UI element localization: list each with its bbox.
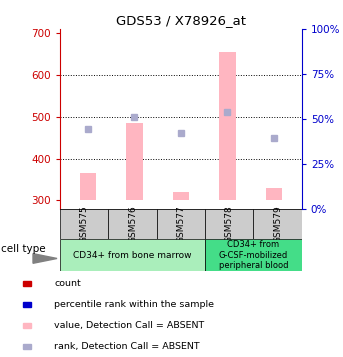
Bar — [253, 209, 302, 239]
Bar — [173, 192, 189, 201]
Text: rank, Detection Call = ABSENT: rank, Detection Call = ABSENT — [54, 342, 200, 351]
Text: value, Detection Call = ABSENT: value, Detection Call = ABSENT — [54, 321, 204, 330]
Polygon shape — [33, 253, 57, 263]
Bar — [157, 209, 205, 239]
Bar — [60, 239, 205, 271]
Bar — [108, 209, 157, 239]
Title: GDS53 / X78926_at: GDS53 / X78926_at — [116, 14, 246, 27]
Text: GSM576: GSM576 — [128, 205, 137, 243]
Text: GSM575: GSM575 — [80, 205, 89, 243]
Text: count: count — [54, 279, 81, 288]
Text: CD34+ from bone marrow: CD34+ from bone marrow — [73, 251, 192, 260]
Bar — [60, 209, 108, 239]
Bar — [205, 209, 253, 239]
Text: percentile rank within the sample: percentile rank within the sample — [54, 300, 214, 309]
Bar — [23, 323, 31, 328]
Text: GSM578: GSM578 — [225, 205, 234, 243]
Bar — [23, 344, 31, 349]
Bar — [23, 302, 31, 307]
Text: cell type: cell type — [1, 244, 46, 254]
Bar — [80, 173, 96, 201]
Bar — [266, 188, 282, 201]
Text: GSM579: GSM579 — [273, 205, 282, 243]
Text: CD34+ from
G-CSF-mobilized
peripheral blood: CD34+ from G-CSF-mobilized peripheral bl… — [219, 240, 288, 270]
Text: GSM577: GSM577 — [176, 205, 186, 243]
Bar — [23, 281, 31, 286]
Bar — [126, 123, 143, 201]
Bar — [205, 239, 302, 271]
Bar — [219, 52, 236, 201]
